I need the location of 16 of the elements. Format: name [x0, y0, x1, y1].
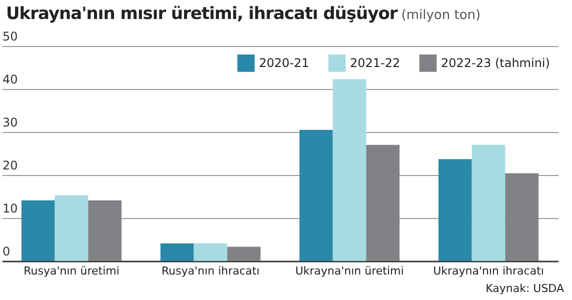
x-tick-label: Rusya'nın ihracatı	[161, 264, 260, 278]
x-tick-label: Ukrayna'nın üretimi	[295, 264, 404, 278]
chart-title: Ukrayna'nın mısır üretimi, ihracatı düşüyor	[6, 4, 398, 24]
legend-label: 2022-23 (tahmini)	[441, 56, 550, 70]
chart-subtitle: (milyon ton)	[401, 8, 481, 23]
y-tick-label: 10	[2, 202, 18, 216]
x-tick-label: Rusya'nın üretimi	[24, 264, 120, 278]
y-tick-label: 50	[2, 30, 18, 44]
text: Kaynak: USDA	[486, 282, 564, 295]
y-tick-label: 0	[2, 244, 10, 258]
legend-label: 2020-21	[259, 56, 310, 70]
legend-label: 2021-22	[350, 56, 400, 70]
y-tick-label: 40	[2, 72, 18, 86]
y-tick-label: 30	[2, 116, 18, 130]
y-tick-label: 20	[2, 158, 18, 172]
x-tick-label: Ukrayna'nın ihracatı	[433, 264, 544, 278]
